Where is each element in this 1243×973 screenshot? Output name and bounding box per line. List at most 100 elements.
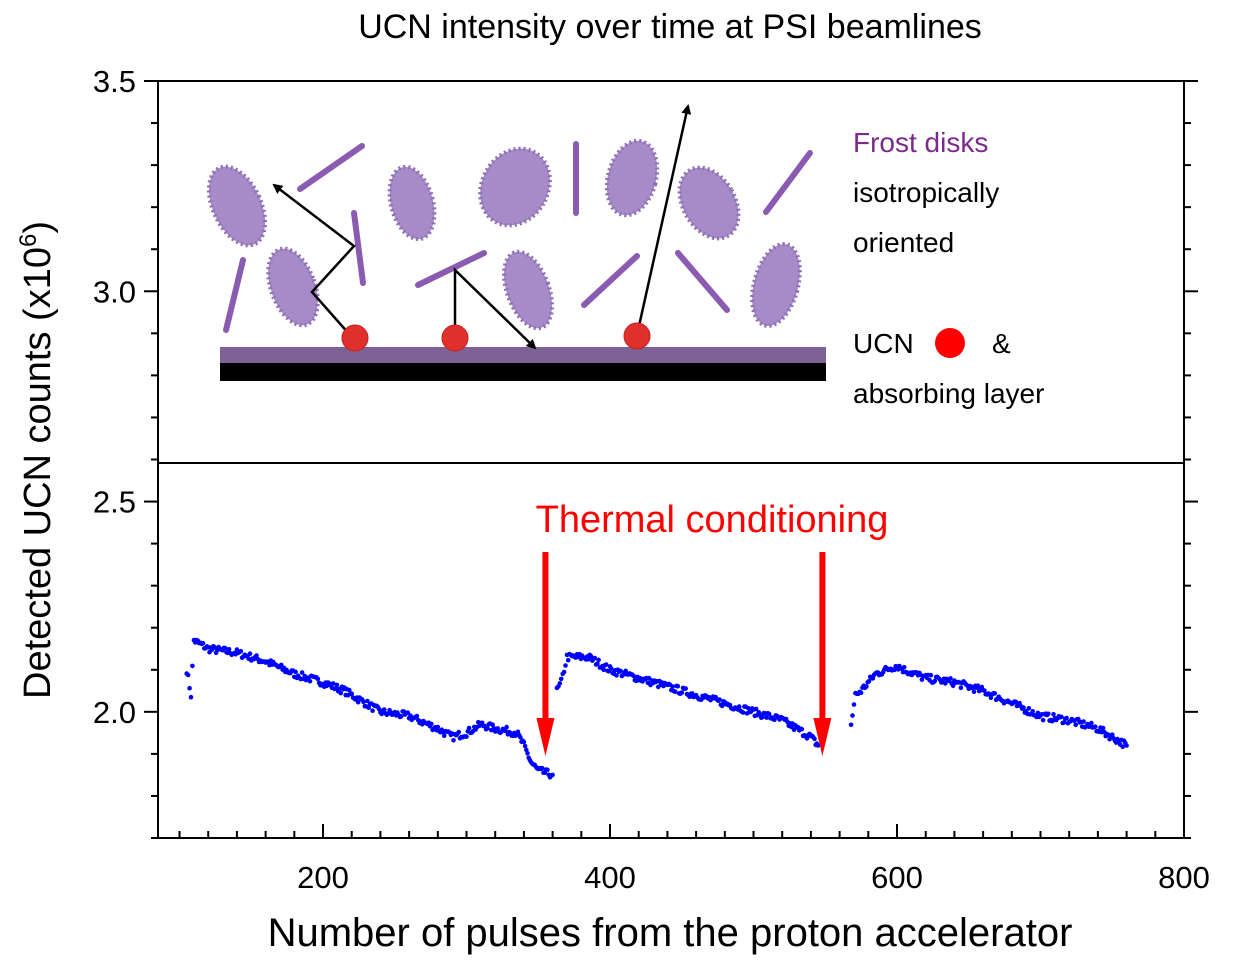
- data-point: [772, 717, 777, 723]
- frost-disk-edge: [581, 253, 640, 308]
- data-point: [670, 684, 675, 689]
- data-point: [238, 648, 244, 654]
- data-point: [1046, 711, 1051, 717]
- data-point: [365, 698, 370, 704]
- thermal-conditioning-label: Thermal conditioning: [536, 499, 889, 541]
- thermal-arrow-head: [813, 718, 832, 756]
- data-point: [545, 767, 550, 773]
- y-axis-label: Detected UCN counts (x106): [15, 221, 59, 699]
- frost-disk-edge: [297, 143, 365, 192]
- data-point: [971, 689, 977, 694]
- frost-disk: [266, 246, 320, 328]
- data-point: [334, 682, 340, 688]
- data-point: [1051, 712, 1056, 717]
- data-point: [338, 690, 344, 696]
- data-point: [870, 676, 876, 681]
- data-point: [490, 722, 495, 727]
- inset-illustration: Frost disks isotropically oriented UCN &…: [158, 82, 1184, 464]
- data-point: [1040, 717, 1046, 723]
- absorbing-layer-label: absorbing layer: [853, 378, 1044, 409]
- data-point: [464, 734, 469, 739]
- data-point: [442, 733, 447, 738]
- frost-disk-edge: [675, 250, 730, 313]
- data-point: [851, 702, 857, 707]
- data-point: [672, 689, 678, 694]
- data-point: [330, 681, 336, 686]
- data-point: [1089, 720, 1094, 726]
- absorbing-layer-base: [220, 363, 826, 381]
- data-point: [595, 661, 600, 667]
- data-point: [1081, 719, 1086, 724]
- data-point: [1093, 724, 1098, 729]
- data-point: [799, 726, 805, 732]
- frost-disks: [206, 138, 802, 331]
- data-point: [1030, 709, 1035, 714]
- ucn-particle: [341, 324, 369, 352]
- data-point: [1021, 705, 1026, 710]
- trajectory-arrow: [453, 267, 537, 350]
- data-point: [254, 653, 259, 658]
- data-point: [1110, 732, 1115, 737]
- data-point: [466, 725, 472, 731]
- frost-disk: [501, 249, 555, 331]
- data-point: [623, 668, 628, 674]
- data-point: [361, 699, 366, 705]
- data-point: [382, 707, 387, 712]
- data-point: [683, 686, 688, 691]
- data-point: [355, 699, 361, 705]
- x-tick-label: 600: [871, 860, 923, 895]
- data-point: [518, 734, 523, 740]
- data-point: [866, 678, 872, 684]
- data-point: [766, 711, 772, 717]
- data-point: [675, 683, 681, 689]
- data-point: [299, 670, 305, 675]
- data-point: [456, 729, 462, 735]
- data-point: [435, 724, 441, 730]
- frost-disk-edge: [763, 150, 813, 215]
- frost-disk: [478, 146, 552, 228]
- data-point: [746, 706, 751, 711]
- data-point: [740, 710, 746, 715]
- data-point: [850, 713, 855, 718]
- data-point: [815, 743, 821, 748]
- isotropically-label: isotropically: [853, 177, 999, 208]
- oriented-label: oriented: [853, 227, 954, 258]
- data-point: [892, 667, 897, 673]
- data-point: [1073, 722, 1078, 728]
- data-point: [200, 641, 206, 646]
- chart-title: UCN intensity over time at PSI beamlines: [358, 8, 982, 46]
- data-point: [1026, 706, 1032, 711]
- ucn-particle: [441, 324, 469, 352]
- axis-tick-labels: 200 400 600 800 2.0 2.5 3.0 3.5: [93, 64, 1210, 895]
- data-point: [558, 676, 564, 682]
- data-point: [521, 739, 527, 745]
- data-point: [1049, 719, 1055, 724]
- data-point: [503, 728, 508, 734]
- data-point: [226, 647, 232, 652]
- data-point: [485, 726, 490, 731]
- data-point: [928, 672, 934, 678]
- data-point: [982, 688, 987, 693]
- frost-disks-edge-on: [223, 141, 813, 333]
- data-point: [864, 684, 869, 689]
- data-point: [525, 751, 530, 756]
- data-point: [609, 666, 614, 671]
- frost-disk-edge: [223, 257, 246, 333]
- data-point: [848, 722, 854, 728]
- data-point: [603, 662, 609, 667]
- data-point: [932, 678, 938, 684]
- thermal-conditioning-arrows: [536, 552, 832, 756]
- data-point: [618, 668, 623, 674]
- data-point: [315, 676, 321, 682]
- data-point: [614, 673, 619, 678]
- data-point: [247, 651, 253, 656]
- frost-disk: [677, 165, 741, 241]
- data-point: [1120, 744, 1125, 750]
- data-point: [347, 687, 352, 693]
- y-axis-label-exponent: 6: [15, 234, 42, 247]
- data-point: [596, 657, 601, 663]
- data-point: [1124, 743, 1129, 748]
- data-point: [504, 724, 509, 730]
- data-point: [719, 703, 725, 709]
